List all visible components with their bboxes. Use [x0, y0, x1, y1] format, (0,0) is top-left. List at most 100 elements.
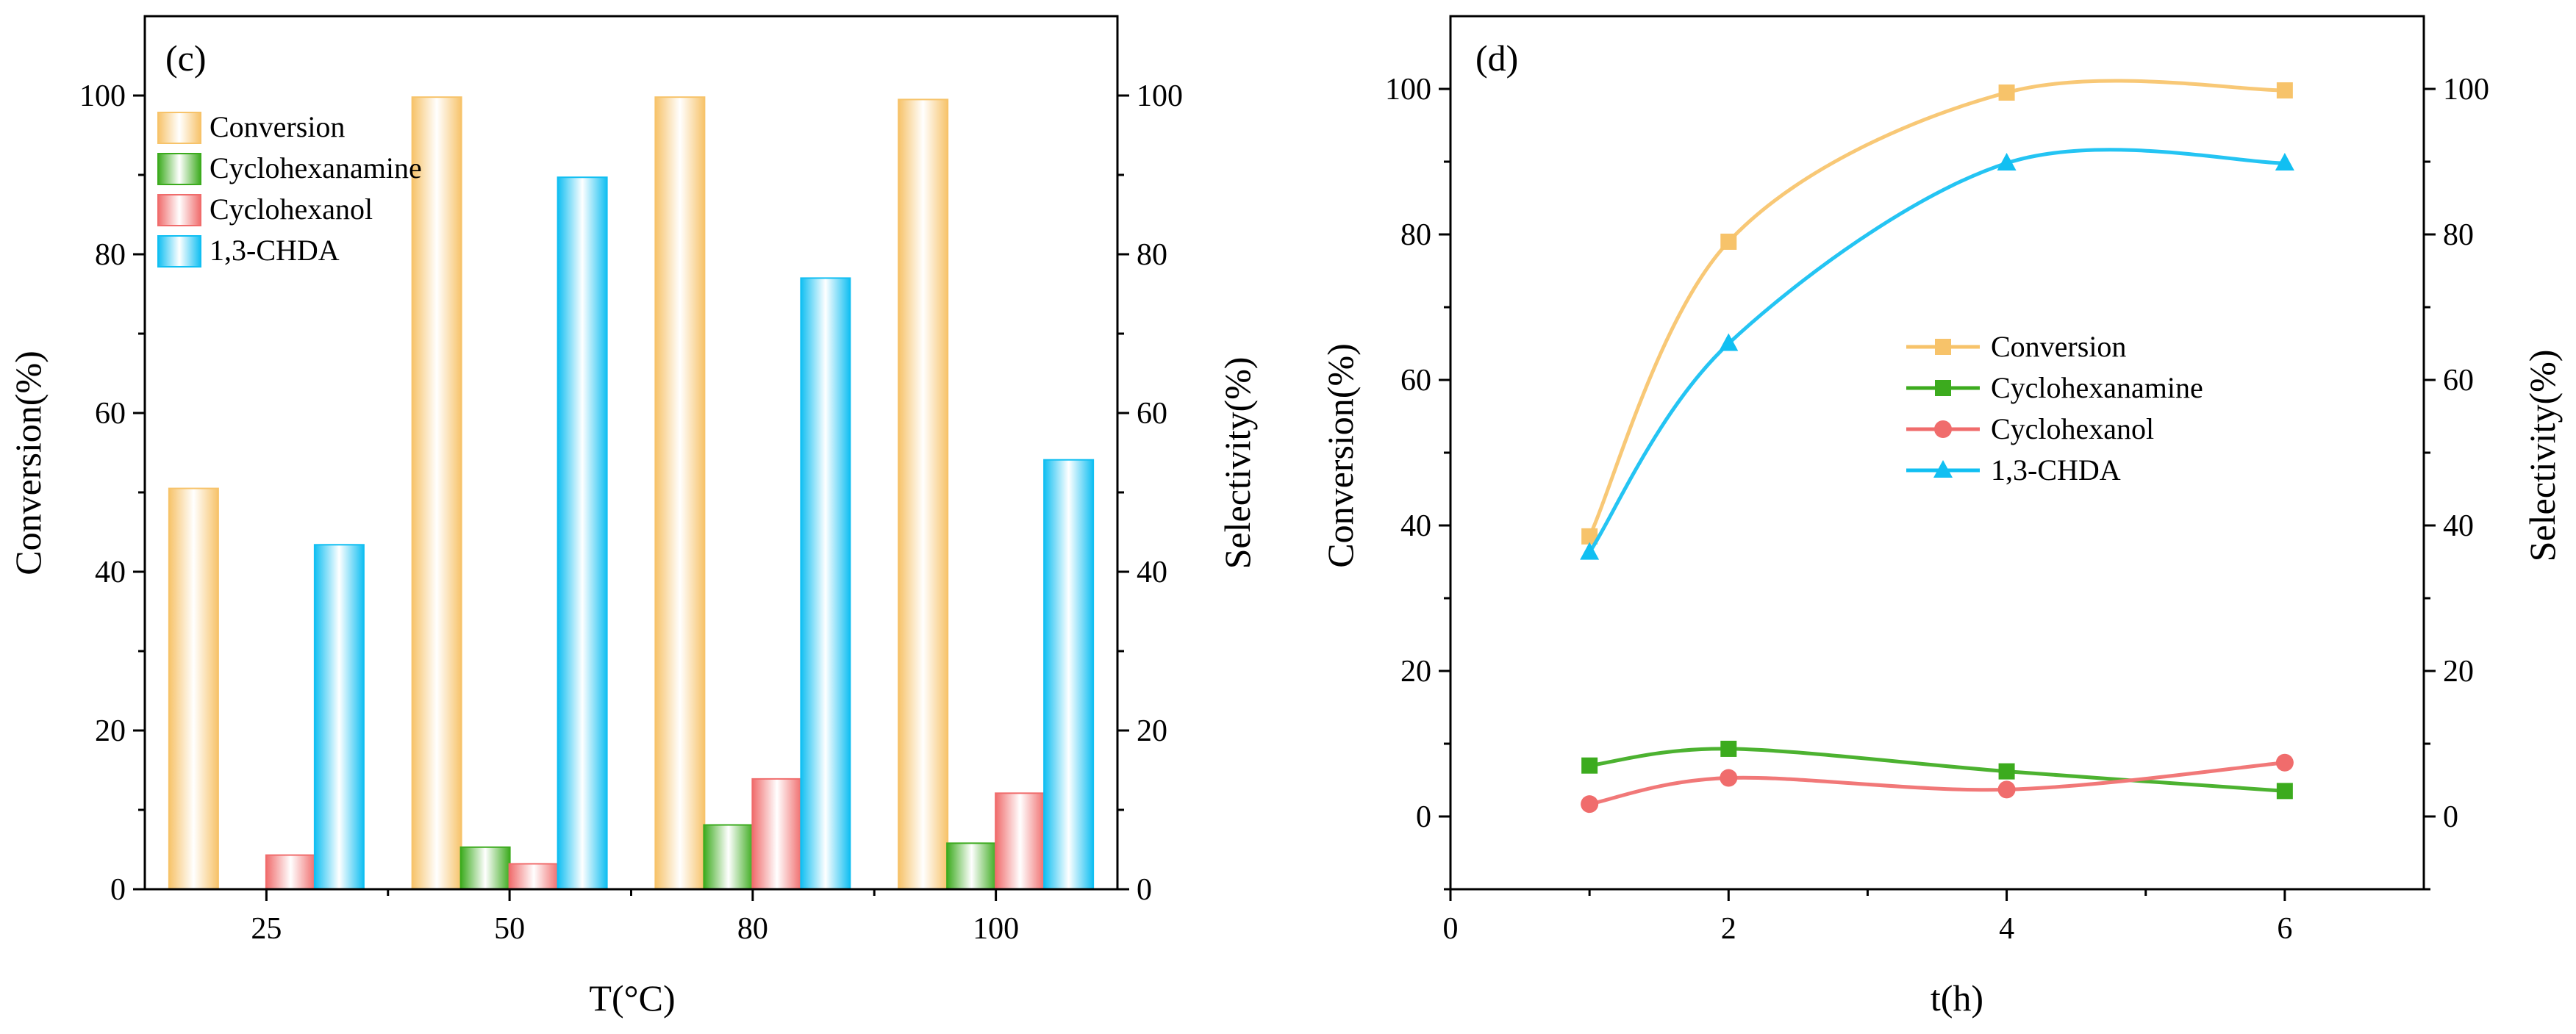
- bar-chart-left-axis-title: Conversion(%): [7, 351, 49, 575]
- point-conversion: [2276, 82, 2293, 98]
- x-axis-tick-label: 6: [2277, 912, 2292, 946]
- bar-chart-legend: Conversion Cyclohexanamine Cyclohexanol 1,3…: [157, 110, 422, 268]
- left-axis-tick-label: 60: [1400, 364, 1431, 398]
- legend-swatch-1-3-chda: [157, 235, 201, 268]
- left-axis-tick-label: 0: [1416, 800, 1431, 834]
- legend-label-cyclohexanol: Cyclohexanol: [1991, 412, 2154, 445]
- left-axis-tick-label: 40: [1400, 509, 1431, 543]
- left-axis-tick-label: 20: [1400, 655, 1431, 689]
- right-axis-tick-label: 20: [2443, 655, 2474, 689]
- point-cyclohexanamine: [1581, 757, 1598, 774]
- right-axis-tick-label: 60: [2443, 364, 2474, 398]
- left-axis-tick-label: 20: [95, 714, 126, 748]
- left-axis-tick-label: 60: [95, 397, 126, 431]
- point-cyclohexanamine: [1998, 763, 2015, 780]
- x-axis-tick-label: 4: [1999, 912, 2014, 946]
- legend-label-conversion: Conversion: [210, 110, 345, 143]
- legend-label-cyclohexanol: Cyclohexanol: [210, 193, 373, 226]
- point-cyclohexanamine: [2276, 783, 2293, 800]
- x-axis-tick-label: 2: [1721, 912, 1736, 946]
- point-cyclohexanol: [1581, 795, 1599, 814]
- bar-conversion-25: [168, 487, 219, 890]
- point-conversion: [1581, 528, 1598, 545]
- point-cyclohexanol: [1720, 769, 1738, 787]
- point-1-3-chda: [1580, 542, 1600, 560]
- bar-conversion-80: [654, 96, 706, 890]
- x-axis-tick-label: 100: [973, 912, 1019, 946]
- right-axis-tick-label: 60: [1137, 397, 1167, 431]
- x-axis-tick-label: 80: [737, 912, 768, 946]
- legend-marker-cyclohexanol: [1934, 420, 1952, 438]
- bar-cyclohexanamine-50: [459, 846, 511, 891]
- left-axis-tick-label: 80: [1400, 218, 1431, 252]
- right-axis-tick-label: 0: [2443, 800, 2458, 834]
- point-1-3-chda: [1997, 152, 2017, 170]
- point-cyclohexanol: [2275, 753, 2294, 772]
- legend-label-cyclohexanamine: Cyclohexanamine: [1991, 371, 2203, 404]
- right-axis-tick-label: 0: [1137, 873, 1152, 907]
- panel-label-d: (d): [1475, 37, 1518, 79]
- bar-series-group: [168, 96, 1095, 891]
- bar-cyclohexanol-100: [995, 792, 1046, 890]
- right-axis-tick-label: 100: [1137, 79, 1183, 113]
- point-conversion: [1720, 233, 1737, 250]
- bar-conversion-50: [411, 96, 462, 890]
- legend-label-1-3-chda: 1,3-CHDA: [1991, 453, 2121, 487]
- point-conversion: [1998, 84, 2015, 101]
- line-conversion: [1587, 79, 2285, 537]
- point-1-3-chda: [2275, 152, 2294, 170]
- bar-chart-frame: [143, 15, 1119, 891]
- point-cyclohexanamine: [1720, 740, 1737, 757]
- line-1-3-chda: [1588, 148, 2285, 554]
- bar-1-3-chda-25: [313, 544, 365, 891]
- legend-marker-conversion: [1935, 339, 1951, 355]
- left-axis-tick-label: 100: [1385, 73, 1431, 107]
- line-chart-legend: Conversion Cyclohexanamine Cyclohexanol 1,3…: [1906, 330, 2203, 487]
- bar-cyclohexanol-50: [508, 863, 559, 890]
- right-axis-tick-label: 80: [2443, 218, 2474, 252]
- bar-chart-x-axis-title: T(°C): [589, 977, 675, 1019]
- left-axis-tick-label: 100: [79, 79, 126, 113]
- legend-label-cyclohexanamine: Cyclohexanamine: [210, 151, 422, 184]
- panel-label-c: (c): [165, 37, 207, 79]
- right-axis-tick-label: 40: [1137, 556, 1167, 589]
- right-axis-tick-label: 20: [1137, 714, 1167, 748]
- x-axis-tick-label: 50: [494, 912, 525, 946]
- legend-swatch-conversion: [157, 112, 201, 144]
- legend-label-1-3-chda: 1,3-CHDA: [210, 234, 340, 267]
- right-axis-tick-label: 80: [1137, 238, 1167, 272]
- point-1-3-chda: [1719, 333, 1739, 351]
- bar-chart-axes: 0 20 40 60 80 100 0 20 40 60 80 100 25 50 80 100: [79, 15, 1183, 946]
- point-cyclohexanol: [1997, 780, 2016, 799]
- line-series-group: [1580, 79, 2294, 814]
- left-axis-tick-label: 80: [95, 238, 126, 272]
- bar-1-3-chda-80: [800, 277, 851, 890]
- x-axis-tick-label: 0: [1443, 912, 1459, 946]
- bar-1-3-chda-100: [1043, 459, 1095, 890]
- bar-1-3-chda-50: [557, 176, 608, 891]
- left-axis-tick-label: 0: [110, 873, 126, 907]
- right-axis-tick-label: 100: [2443, 73, 2489, 107]
- line-chart-left-axis-title: Conversion(%): [1320, 343, 1361, 568]
- bar-conversion-100: [898, 98, 949, 890]
- bar-cyclohexanamine-80: [703, 824, 754, 891]
- bar-chart-right-axis-title: Selectivity(%): [1217, 357, 1258, 570]
- right-axis-tick-label: 40: [2443, 509, 2474, 543]
- bar-cyclohexanol-80: [751, 778, 803, 890]
- legend-swatch-cyclohexanol: [157, 194, 201, 226]
- bar-cyclohexanamine-100: [946, 842, 998, 890]
- legend-marker-1-3-chda: [1933, 460, 1953, 478]
- line-cyclohexanamine: [1589, 747, 2286, 793]
- legend-marker-cyclohexanamine: [1935, 380, 1951, 396]
- line-chart-right-axis-title: Selectivity(%): [2522, 350, 2563, 562]
- bar-chart-panel: 0 20 40 60 80 100 0 20 40 60 80 100 25 50 80 100 (c) T(…: [7, 15, 1258, 1019]
- bar-cyclohexanol-25: [265, 854, 316, 891]
- left-axis-tick-label: 40: [95, 556, 126, 589]
- line-cyclohexanol: [1589, 761, 2286, 806]
- legend-label-conversion: Conversion: [1991, 330, 2126, 363]
- line-chart-axes: 0 20 40 60 80 100 0 20 40 60 80 100 0 2 4 6: [1385, 15, 2489, 946]
- legend-swatch-cyclohexanamine: [157, 153, 201, 185]
- x-axis-tick-label: 25: [251, 912, 282, 946]
- line-chart-panel: 0 20 40 60 80 100 0 20 40 60 80 100 0 2 4 6 (d) t(h) Co…: [1320, 15, 2563, 1019]
